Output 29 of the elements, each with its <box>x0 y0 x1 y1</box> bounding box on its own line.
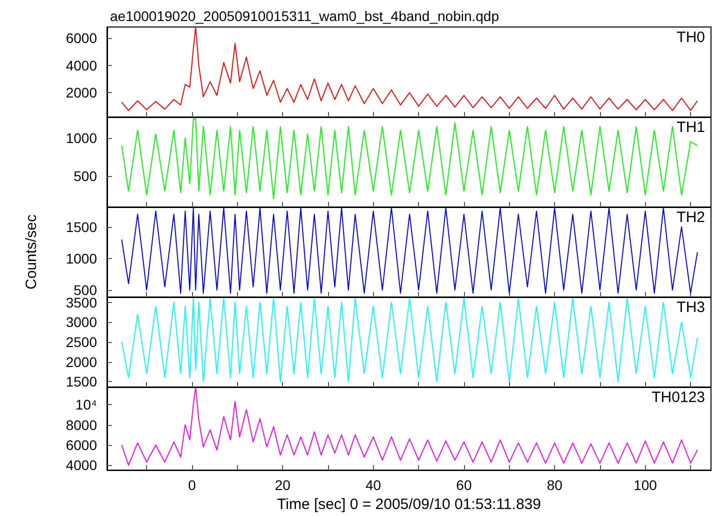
x-tick-label: 60 <box>456 477 472 494</box>
y-tick-label: 2500 <box>66 334 98 350</box>
x-tick-label: 0 <box>188 477 196 494</box>
x-tick-label: 100 <box>634 477 658 494</box>
y-tick-label: 1500 <box>66 218 98 235</box>
y-tick-label: 4000 <box>66 57 98 74</box>
x-tick-label: 80 <box>546 477 563 494</box>
series-label: TH1 <box>676 119 706 136</box>
y-tick-label: 8000 <box>66 416 98 433</box>
y-tick-label: 500 <box>74 168 98 184</box>
text: TH0 <box>676 29 706 46</box>
y-tick-label: 6000 <box>66 30 98 46</box>
y-tick-label: 3000 <box>66 314 98 330</box>
text: TH0123 <box>652 389 706 406</box>
x-tick-label: 40 <box>366 477 382 494</box>
chart-title: ae100019020_20050910015311_wam0_bst_4band_nobin.qdp <box>110 8 500 24</box>
y-tick-label: 1000 <box>66 250 98 266</box>
y-tick-label: 10⁴ <box>75 396 97 413</box>
x-axis-title: Time [sec] 0 = 2005/09/10 01:53:11.839 <box>277 496 541 513</box>
y-tick-label: 6000 <box>66 436 98 453</box>
y-tick-label: 4000 <box>66 457 98 474</box>
y-axis-title: Counts/sec <box>23 214 40 290</box>
x-tick-label: 20 <box>274 477 291 494</box>
y-tick-label: 1000 <box>66 130 98 146</box>
y-tick-label: 2000 <box>66 354 98 370</box>
series-label: TH3 <box>676 299 706 316</box>
y-tick-label: 2000 <box>66 84 98 101</box>
series-label: TH2 <box>676 209 706 226</box>
y-tick-label: 1500 <box>66 374 98 390</box>
